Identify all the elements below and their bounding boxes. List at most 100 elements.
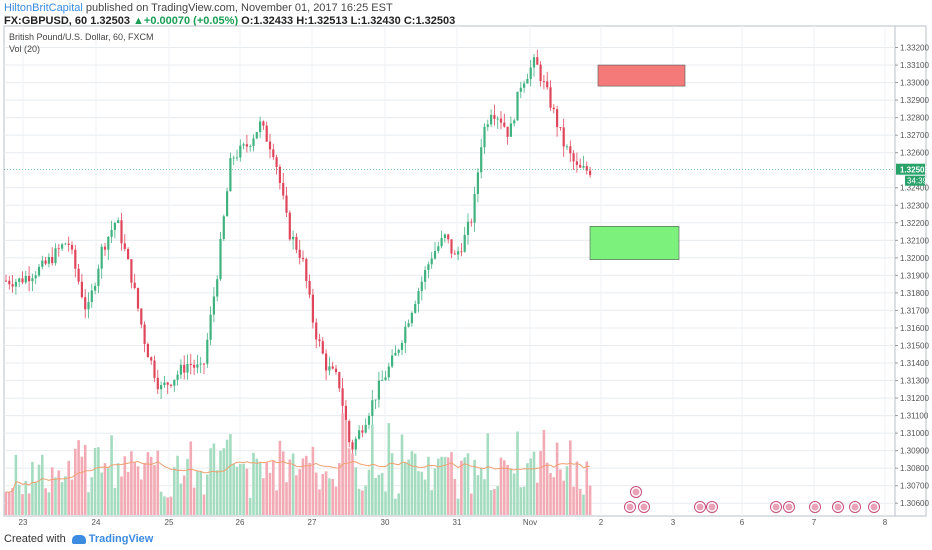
volume-bar: [476, 475, 480, 515]
volume-bar: [57, 470, 61, 515]
last-price-badge: [896, 163, 925, 175]
candle-body: [338, 372, 341, 389]
event-flag-dot: [708, 503, 716, 511]
candle-body: [318, 339, 321, 342]
volume-bar: [516, 431, 519, 515]
author-link[interactable]: HiltonBritCapital: [4, 2, 83, 14]
candle-body: [193, 365, 196, 368]
candle-body: [427, 264, 430, 271]
volume-bar: [37, 464, 41, 515]
candle-body: [196, 364, 199, 368]
volume-bar: [552, 477, 556, 515]
x-tick-label: 24: [92, 518, 101, 527]
candle-body: [216, 279, 219, 297]
candle-body: [130, 259, 133, 283]
volume-bar: [367, 469, 371, 515]
volume-bar: [110, 435, 113, 515]
volume-bar: [116, 463, 120, 515]
candle-body: [239, 145, 242, 158]
volume-bar: [559, 469, 562, 515]
candle-body: [235, 157, 239, 159]
volume-bar: [417, 471, 420, 515]
event-flag-dot: [772, 503, 780, 511]
candle-body: [394, 352, 397, 356]
volume-bar: [31, 461, 34, 515]
volume-bar: [519, 487, 523, 515]
candle-body: [31, 278, 34, 282]
volume-bar: [324, 471, 328, 515]
candle-body: [351, 442, 354, 450]
candle-body: [536, 57, 539, 65]
volume-bar: [44, 488, 47, 515]
x-tick-label: 30: [381, 518, 390, 527]
candle-body: [209, 314, 212, 340]
volume-bar: [503, 460, 506, 515]
candle-body: [117, 220, 120, 223]
volume-bar: [562, 480, 565, 515]
volume-bar: [8, 492, 11, 515]
candle-body: [272, 149, 275, 158]
candle-body: [381, 380, 384, 381]
volume-bar: [50, 467, 54, 515]
candle-body: [265, 125, 268, 142]
tradingview-logo-text[interactable]: TradingView: [88, 533, 154, 545]
candle-body: [21, 278, 24, 283]
volume-bar: [331, 479, 334, 515]
volume-bar: [47, 492, 51, 515]
volume-bar: [4, 491, 8, 515]
volume-bar: [427, 456, 430, 515]
candle-body: [506, 126, 509, 137]
volume-bar: [41, 454, 44, 515]
volume-bar: [483, 479, 486, 515]
candle-body: [189, 364, 192, 366]
volume-bar: [456, 498, 460, 515]
volume-bar: [555, 442, 559, 515]
candle-body: [4, 280, 8, 282]
volume-bar: [258, 462, 262, 515]
volume-bar: [133, 462, 136, 515]
volume-bar: [539, 450, 542, 515]
volume-bar: [499, 457, 503, 515]
y-tick-label: 1.31000: [900, 429, 929, 438]
candle-body: [364, 424, 367, 433]
volume-bar: [186, 458, 189, 515]
candle-body: [493, 114, 496, 119]
candle-body: [433, 251, 437, 259]
candle-body: [28, 275, 31, 282]
volume-bar: [219, 450, 222, 515]
volume-bar: [17, 484, 21, 515]
candle-body: [163, 382, 166, 386]
candle-body: [397, 349, 400, 353]
y-tick-label: 1.31200: [900, 394, 929, 403]
volume-bar: [371, 424, 374, 515]
legend-instrument: British Pound/U.S. Dollar, 60, FXCM: [9, 32, 154, 42]
volume-bar: [565, 466, 569, 515]
candle-body: [334, 368, 338, 373]
event-flag-dot: [811, 503, 819, 511]
candle-body: [325, 353, 328, 371]
volume-bar: [470, 493, 473, 515]
volume-bar: [97, 447, 100, 515]
volume-bar: [443, 456, 447, 515]
candle-body: [453, 253, 456, 255]
volume-bar: [437, 458, 440, 515]
candle-body: [417, 291, 420, 304]
candle-body: [186, 364, 189, 373]
volume-bar: [318, 489, 321, 515]
candle-body: [400, 342, 404, 350]
candle-body: [354, 438, 357, 450]
candle-body: [486, 124, 489, 127]
volume-bar: [473, 459, 476, 515]
volume-bar: [212, 443, 216, 515]
candle-body: [499, 118, 503, 123]
y-tick-label: 1.33200: [900, 44, 929, 53]
volume-bar: [549, 473, 552, 515]
volume-bar: [54, 477, 57, 515]
candle-body: [549, 87, 552, 108]
last-price-badge-label: 1.32503: [900, 166, 929, 175]
candle-body: [34, 275, 37, 279]
volume-bar: [433, 468, 437, 515]
y-tick-label: 1.33100: [900, 61, 929, 70]
volume-bar: [136, 466, 140, 515]
